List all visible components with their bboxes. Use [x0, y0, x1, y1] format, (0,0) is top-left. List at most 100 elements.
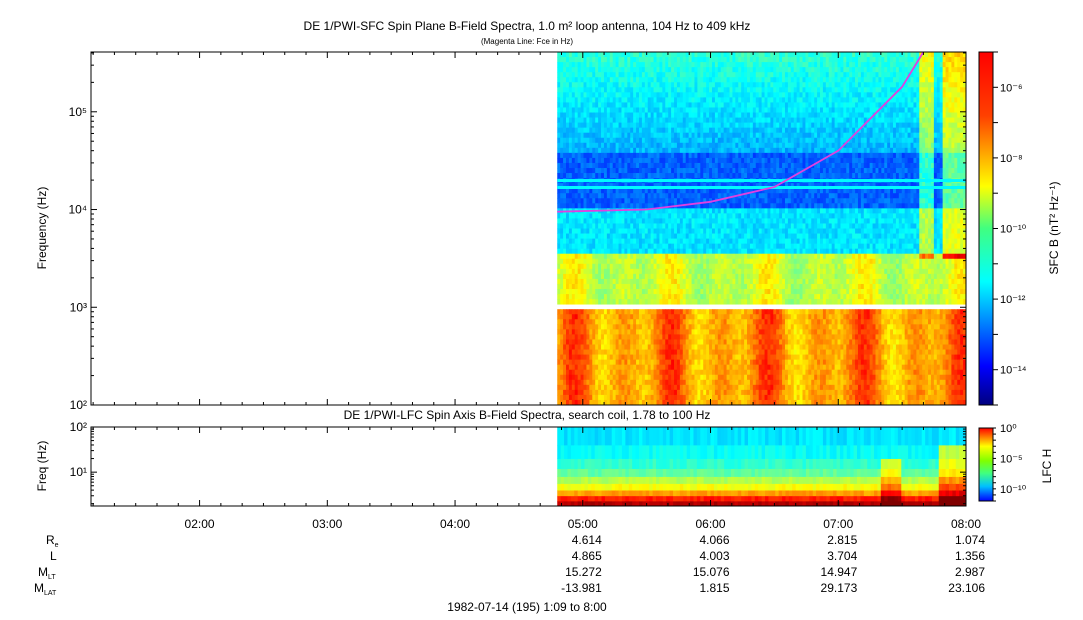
sfc-cell: [682, 394, 687, 401]
sfc-cell: [703, 238, 707, 245]
sfc-cell: [717, 258, 722, 265]
sfc-cell: [665, 117, 669, 123]
sfc-cell: [606, 107, 611, 113]
sfc-cell: [709, 243, 713, 250]
sfc-cell: [633, 283, 637, 290]
sfc-cell: [627, 117, 631, 123]
sfc-cell: [665, 152, 669, 159]
sfc-cell: [627, 137, 631, 144]
sfc-cell: [706, 354, 710, 361]
sfc-cell: [586, 52, 590, 58]
sfc-cell: [606, 167, 611, 174]
sfc-cell: [752, 329, 757, 335]
sfc-cell: [685, 62, 690, 68]
sfc-cell: [717, 283, 722, 290]
sfc-cell: [568, 374, 573, 381]
sfc-cell: [656, 142, 660, 149]
sfc-cell: [741, 283, 745, 290]
sfc-cell: [595, 258, 599, 265]
sfc-cell: [726, 57, 730, 63]
sfc-cell: [691, 157, 695, 164]
sfc-cell: [749, 289, 754, 295]
sfc-cell: [568, 122, 573, 129]
sfc-cell: [627, 92, 631, 98]
sfc-cell: [641, 283, 646, 290]
sfc-cell: [568, 117, 573, 123]
sfc-cell: [717, 379, 722, 386]
sfc-cell: [665, 157, 669, 164]
sfc-cell: [630, 203, 634, 209]
sfc-cell: [764, 152, 768, 159]
sfc-cell: [589, 384, 593, 391]
sfc-cell: [621, 162, 625, 169]
sfc-cell: [720, 102, 725, 108]
sfc-cell: [741, 82, 745, 88]
sfc-cell: [691, 374, 695, 381]
sfc-cell: [688, 268, 692, 275]
sfc-cell: [720, 309, 725, 315]
sfc-cell: [752, 273, 757, 280]
sfc-cell: [717, 102, 722, 108]
sfc-cell: [580, 137, 584, 144]
sfc-cell: [636, 67, 640, 73]
sfc-cell: [688, 218, 692, 224]
sfc-cell: [583, 132, 587, 139]
sfc-cell: [568, 72, 573, 78]
sfc-cell: [586, 127, 590, 134]
sfc-cell: [603, 309, 608, 315]
sfc-cell: [574, 399, 579, 406]
sfc-cell: [618, 162, 622, 169]
sfc-cell: [638, 72, 643, 78]
sfc-cell: [685, 162, 690, 169]
sfc-cell: [662, 299, 666, 305]
sfc-cell: [615, 52, 619, 58]
sfc-cell: [711, 349, 716, 355]
sfc-cell: [764, 162, 768, 169]
sfc-cell: [618, 349, 622, 355]
sfc-cell: [583, 359, 587, 366]
sfc-cell: [761, 339, 765, 345]
sfc-cell: [700, 92, 704, 98]
sfc-cell: [694, 329, 698, 335]
sfc-cell: [601, 374, 605, 381]
sfc-cell: [568, 198, 573, 204]
sfc-cell: [624, 147, 628, 154]
sfc-cell: [735, 127, 739, 134]
sfc-cell: [609, 349, 614, 355]
sfc-cell: [659, 72, 663, 78]
sfc-cell: [735, 173, 739, 179]
sfc-cell: [674, 359, 678, 366]
sfc-cell: [624, 142, 628, 149]
sfc-cell: [732, 228, 736, 234]
sfc-cell: [688, 208, 692, 214]
sfc-cell: [691, 147, 695, 154]
sfc-cell: [682, 107, 687, 113]
sfc-cell: [618, 57, 622, 63]
sfc-cell: [726, 324, 730, 330]
sfc-cell: [691, 188, 695, 194]
sfc-cell: [627, 82, 631, 88]
sfc-cell: [615, 238, 619, 245]
sfc-cell: [706, 248, 710, 255]
sfc-cell: [688, 213, 692, 219]
sfc-cell: [747, 87, 751, 93]
sfc-cell: [755, 213, 760, 219]
sfc-cell: [662, 77, 666, 83]
sfc-cell: [723, 82, 727, 88]
sfc-cell: [595, 167, 599, 174]
sfc-cell: [703, 374, 707, 381]
sfc-cell: [633, 132, 637, 139]
sfc-cell: [589, 359, 593, 366]
sfc-cell: [612, 167, 617, 174]
sfc-cell: [621, 142, 625, 149]
sfc-cell: [741, 253, 745, 260]
sfc-cell: [665, 339, 669, 345]
sfc-cell: [665, 349, 669, 355]
sfc-cell: [563, 273, 567, 280]
sfc-cell: [685, 127, 690, 134]
sfc-cell: [764, 273, 768, 280]
sfc-cell: [577, 374, 581, 381]
sfc-cell: [601, 263, 605, 270]
sfc-cell: [595, 389, 599, 396]
sfc-cell: [641, 364, 646, 371]
